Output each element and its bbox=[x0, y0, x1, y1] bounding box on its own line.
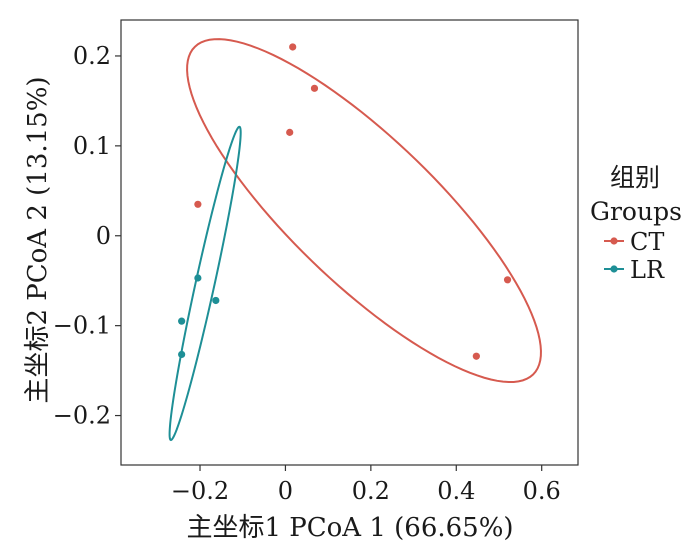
y-axis-title: 主坐标2 PCoA 2 (13.15%) bbox=[23, 76, 53, 403]
data-point-lr-1 bbox=[194, 274, 202, 282]
x-tick-label: 0.4 bbox=[437, 477, 475, 505]
data-point-ct-1 bbox=[289, 43, 297, 51]
data-point-lr-2 bbox=[212, 296, 220, 305]
legend-label-lr: LR bbox=[630, 256, 665, 284]
legend-title-en: Groups bbox=[590, 197, 682, 226]
data-point-ct-5 bbox=[503, 276, 512, 284]
y-tick-label: −0.1 bbox=[53, 312, 111, 340]
x-tick-label: 0.2 bbox=[352, 477, 390, 505]
y-tick-label: 0.2 bbox=[73, 42, 111, 70]
plot-panel bbox=[120, 19, 579, 466]
x-tick-label: 0 bbox=[278, 477, 293, 505]
legend-key-dot-lr bbox=[610, 265, 618, 273]
data-point-lr-4 bbox=[178, 350, 186, 359]
y-tick-label: −0.2 bbox=[53, 402, 111, 430]
confidence-ellipse-ct bbox=[186, 38, 542, 384]
data-point-ct-4 bbox=[194, 200, 202, 208]
legend-label-ct: CT bbox=[630, 228, 664, 256]
legend-key-dot-ct bbox=[610, 237, 618, 245]
x-tick-label: 0.6 bbox=[523, 477, 561, 505]
x-axis-title: 主坐标1 PCoA 1 (66.65%) bbox=[186, 513, 513, 543]
y-tick-label: 0 bbox=[96, 222, 111, 250]
x-tick-label: −0.2 bbox=[171, 477, 229, 505]
data-point-ct-6 bbox=[472, 352, 480, 360]
data-point-ct-3 bbox=[286, 128, 294, 136]
data-point-ct-2 bbox=[310, 84, 319, 92]
legend-title-zh: 组别 bbox=[610, 163, 660, 192]
confidence-ellipse-lr bbox=[168, 125, 242, 442]
y-tick-label: 0.1 bbox=[73, 132, 111, 160]
data-point-lr-3 bbox=[178, 317, 186, 325]
